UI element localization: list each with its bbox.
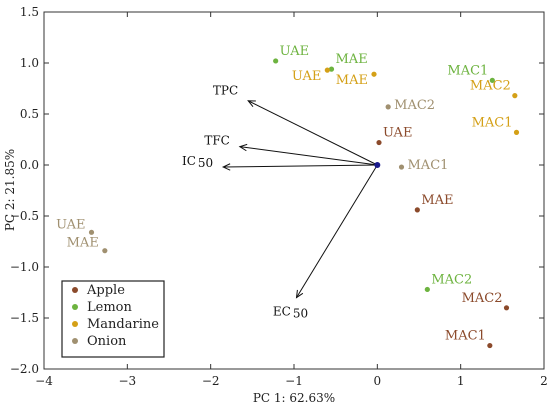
point-onion-mac1 bbox=[398, 164, 405, 170]
point-onion-mae bbox=[102, 248, 108, 254]
loading-arrowhead bbox=[247, 100, 256, 108]
loading-arrowhead bbox=[221, 163, 231, 171]
point-label: MAE bbox=[336, 52, 368, 67]
legend-marker-onion bbox=[72, 338, 78, 344]
y-tick-label: −0.5 bbox=[10, 209, 39, 223]
x-tick-label: −2 bbox=[202, 374, 220, 388]
point-lemon-mae bbox=[328, 66, 335, 72]
loading-label-ec: EC 50 bbox=[273, 305, 308, 321]
point-label: MAC1 bbox=[445, 329, 486, 344]
y-tick-label: −2.0 bbox=[10, 362, 39, 376]
x-axis-title: PC 1: 62.63% bbox=[253, 391, 335, 405]
legend-marker-lemon bbox=[72, 304, 78, 310]
loading-label-text: TFC bbox=[204, 134, 230, 148]
legend-label-lemon: Lemon bbox=[87, 300, 132, 315]
y-tick-label: −1.0 bbox=[10, 260, 39, 274]
point-label: MAC2 bbox=[431, 272, 472, 287]
y-axis-ticks: −2.0 −1.5 −1.0 −0.5 0.0 0.5 1.0 1.5 bbox=[10, 5, 544, 376]
point-label: UAE bbox=[383, 126, 412, 141]
point-label: MAC2 bbox=[462, 291, 503, 306]
x-axis-ticks: −4 −3 −2 −1 0 1 2 bbox=[35, 12, 548, 388]
legend-label-mandarine: Mandarine bbox=[87, 317, 159, 332]
loading-label-tpc: TPC bbox=[213, 84, 238, 98]
point-apple-uae bbox=[376, 139, 382, 146]
point-label: MAE bbox=[336, 73, 368, 88]
loading-label-ic: IC 50 bbox=[182, 154, 213, 170]
loading-vector-ic bbox=[223, 164, 378, 168]
point-onion-mac2 bbox=[385, 104, 391, 110]
point-mandarine-mac2 bbox=[512, 93, 518, 99]
loading-label-tfc: TFC bbox=[204, 134, 230, 148]
y-tick-label: 1.0 bbox=[20, 56, 39, 70]
point-label: UAE bbox=[280, 44, 309, 59]
x-tick-label: 2 bbox=[540, 374, 548, 388]
y-axis-title: PC 2: 21.85% bbox=[3, 149, 17, 231]
point-apple-mac2 bbox=[503, 305, 510, 311]
legend-label-apple: Apple bbox=[86, 283, 125, 298]
loading-label-subscript: 50 bbox=[293, 307, 308, 321]
loading-arrowhead bbox=[238, 143, 248, 152]
y-tick-label: −1.5 bbox=[10, 311, 39, 325]
point-lemon-mac1 bbox=[489, 77, 495, 83]
x-tick-label: −1 bbox=[285, 374, 303, 388]
loading-label-text: TPC bbox=[213, 84, 238, 98]
legend-label-onion: Onion bbox=[87, 334, 127, 349]
origin-dot bbox=[374, 162, 381, 168]
point-label: MAC2 bbox=[394, 98, 435, 113]
x-tick-label: 1 bbox=[457, 374, 465, 388]
point-lemon-mac2 bbox=[424, 286, 430, 293]
loading-vector-tfc bbox=[239, 146, 378, 166]
loading-label-text: EC bbox=[273, 305, 291, 319]
loading-vector-ec bbox=[296, 164, 378, 298]
legend-marker-apple bbox=[72, 287, 78, 293]
point-lemon-uae bbox=[273, 58, 279, 64]
loading-arrowhead bbox=[295, 289, 304, 299]
point-label: MAC1 bbox=[408, 158, 449, 173]
point-mandarine-uae bbox=[324, 67, 330, 73]
legend-marker-mandarine bbox=[72, 321, 78, 327]
loading-label-subscript: 50 bbox=[198, 156, 213, 170]
x-tick-label: −4 bbox=[35, 374, 53, 388]
legend-box bbox=[61, 280, 165, 358]
y-tick-label: 0.5 bbox=[20, 107, 39, 121]
point-onion-uae bbox=[88, 229, 95, 235]
loading-vector-tpc bbox=[247, 100, 378, 166]
point-label: MAC1 bbox=[447, 63, 488, 78]
point-label: UAE bbox=[292, 69, 321, 84]
point-mandarine-mac1 bbox=[513, 129, 520, 135]
point-mandarine-mae bbox=[371, 71, 377, 77]
loading-label-text: IC bbox=[182, 154, 196, 168]
y-tick-label: 1.5 bbox=[20, 5, 39, 19]
point-apple-mae bbox=[414, 207, 420, 213]
y-tick-label: 0.0 bbox=[20, 158, 39, 172]
point-label: MAE bbox=[421, 193, 453, 208]
point-label: MAC1 bbox=[472, 115, 513, 130]
x-tick-label: −3 bbox=[118, 374, 136, 388]
legend: Apple Lemon Mandarine Onion bbox=[61, 280, 165, 358]
point-apple-mac1 bbox=[487, 342, 493, 349]
point-label: UAE bbox=[56, 217, 85, 232]
point-label: MAE bbox=[67, 236, 99, 251]
x-tick-label: 0 bbox=[374, 374, 382, 388]
point-label: MAC2 bbox=[470, 79, 511, 94]
